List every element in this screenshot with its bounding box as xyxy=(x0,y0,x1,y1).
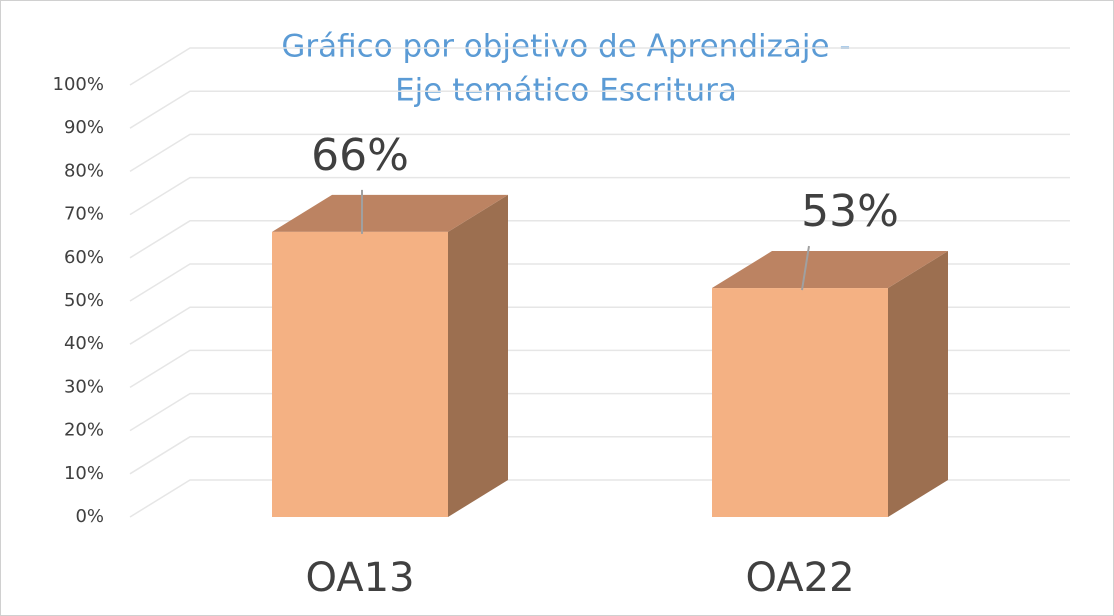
y-tick-label: 40% xyxy=(64,333,104,354)
y-tick-label: 70% xyxy=(64,204,104,225)
y-tick-label: 90% xyxy=(64,117,104,138)
y-tick-label: 30% xyxy=(64,376,104,397)
y-tick-label: 10% xyxy=(64,463,104,484)
bar xyxy=(272,231,448,517)
y-tick-label: 50% xyxy=(64,290,104,311)
chart-title: Gráfico por objetivo de Aprendizaje - xyxy=(281,29,850,65)
y-tick-label: 80% xyxy=(64,160,104,181)
value-label: 66% xyxy=(311,130,409,181)
grid-line xyxy=(129,90,1070,129)
bar-top xyxy=(272,194,508,232)
y-tick-label: 20% xyxy=(64,420,104,441)
grid-line xyxy=(129,220,1070,259)
y-tick-label: 60% xyxy=(64,247,104,268)
y-tick-label: 0% xyxy=(75,506,104,527)
y-tick-label: 100% xyxy=(53,74,104,95)
bar-side xyxy=(448,194,508,517)
x-tick-label: OA22 xyxy=(745,555,854,601)
grid-line xyxy=(129,133,1070,173)
value-label: 53% xyxy=(801,186,899,237)
bar xyxy=(712,288,888,517)
x-tick-label: OA13 xyxy=(305,555,414,601)
grid-line xyxy=(129,176,1070,216)
bar-side xyxy=(888,251,948,518)
grid-line xyxy=(129,47,1070,86)
bar-top xyxy=(712,251,948,289)
leader-line xyxy=(801,245,810,291)
